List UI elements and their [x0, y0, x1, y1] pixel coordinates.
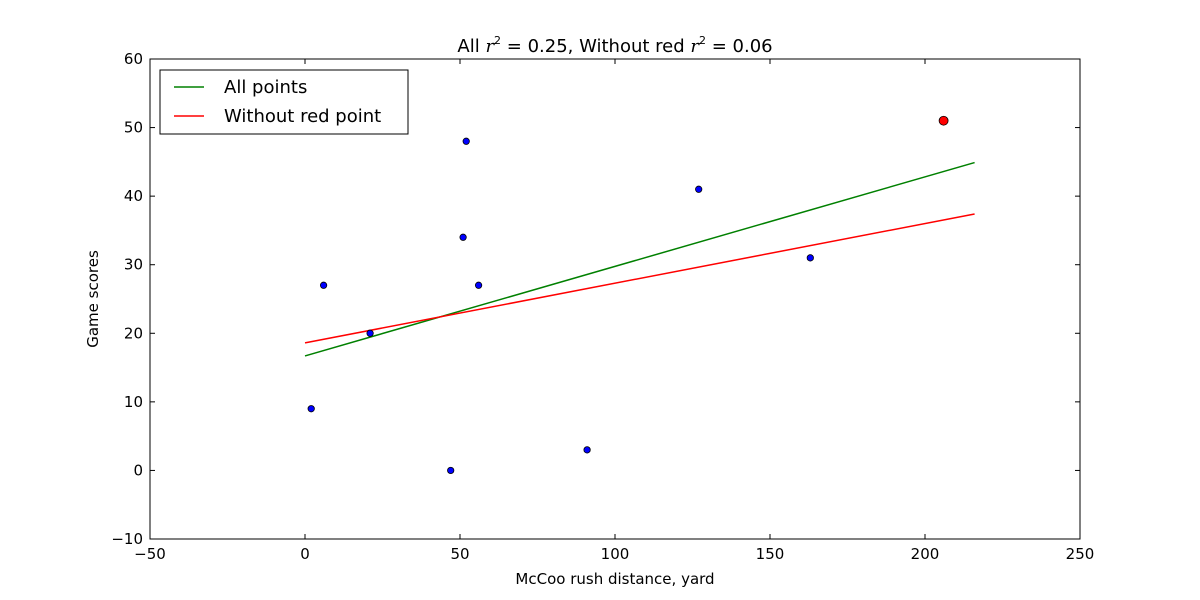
- y-tick-label-1: 0: [133, 461, 143, 479]
- y-tick-label-5: 40: [124, 187, 143, 205]
- x-tick-label-0: −50: [134, 545, 166, 563]
- data-point-5: [462, 137, 470, 145]
- data-point-0: [307, 405, 315, 413]
- data-point-6: [474, 281, 483, 289]
- x-tick-label-1: 0: [300, 545, 310, 563]
- x-tick-label-3: 100: [601, 545, 630, 563]
- chart-title: All r2 = 0.25, Without red r2 = 0.06: [457, 34, 772, 57]
- fit-line-without-red-point: [304, 213, 975, 344]
- plot-area: [304, 115, 975, 475]
- y-tick-label-3: 20: [124, 324, 143, 342]
- y-tick-label-4: 30: [124, 256, 143, 274]
- fit-line-all-points: [304, 161, 975, 357]
- x-axis-label: McCoo rush distance, yard: [515, 570, 714, 588]
- legend: All points Without red point: [159, 69, 409, 135]
- data-point-7: [583, 446, 591, 454]
- data-point-4: [459, 233, 467, 241]
- data-point-8: [695, 185, 703, 193]
- data-point-3: [447, 466, 455, 475]
- data-point-2: [366, 329, 374, 337]
- x-tick-label-4: 150: [756, 545, 785, 563]
- legend-frame: [159, 69, 409, 135]
- data-point-9: [806, 254, 814, 262]
- y-tick-label-0: −10: [111, 530, 143, 548]
- x-tick-label-5: 200: [911, 545, 940, 563]
- y-tick-label-6: 50: [124, 119, 143, 137]
- data-point-1: [319, 281, 328, 289]
- axis-ticks: −50 0 50 100 150 200 250 −10 0 10 20 30 40 50 60: [111, 50, 1094, 563]
- y-tick-label-2: 10: [124, 393, 143, 411]
- highlighted-red-point: [938, 115, 949, 126]
- x-tick-label-2: 50: [450, 545, 469, 563]
- legend-label-without-red-point: Without red point: [224, 106, 381, 127]
- x-tick-label-6: 250: [1066, 545, 1095, 563]
- y-tick-label-7: 60: [124, 50, 143, 68]
- legend-label-all-points: All points: [224, 77, 307, 98]
- y-axis-label: Game scores: [84, 250, 102, 348]
